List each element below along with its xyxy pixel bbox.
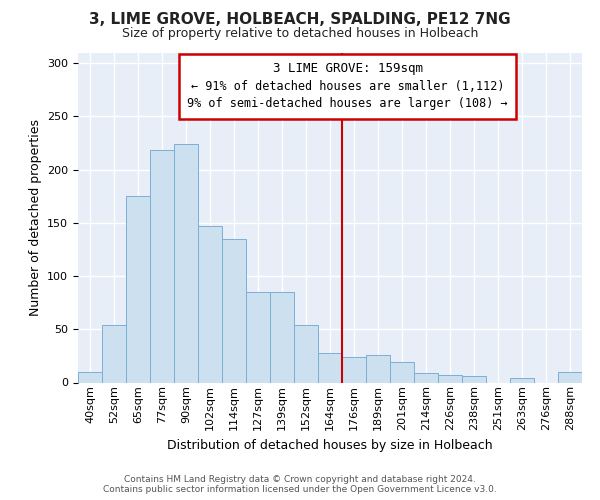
Text: ← 91% of detached houses are smaller (1,112): ← 91% of detached houses are smaller (1,… (191, 80, 505, 93)
Bar (270, 292, 294, 382)
Bar (558, 372, 582, 382)
Bar (294, 325, 318, 382)
Bar (174, 144, 198, 382)
Bar (510, 378, 534, 382)
Text: 3 LIME GROVE: 159sqm: 3 LIME GROVE: 159sqm (272, 62, 422, 76)
FancyBboxPatch shape (179, 54, 517, 118)
Bar (462, 376, 486, 382)
Y-axis label: Number of detached properties: Number of detached properties (29, 119, 41, 316)
Bar (318, 352, 342, 382)
Bar (150, 150, 174, 382)
Bar (414, 373, 438, 382)
Text: Size of property relative to detached houses in Holbeach: Size of property relative to detached ho… (122, 28, 478, 40)
X-axis label: Distribution of detached houses by size in Holbeach: Distribution of detached houses by size … (167, 438, 493, 452)
Bar (390, 362, 414, 382)
Bar (198, 226, 222, 382)
Text: Contains HM Land Registry data © Crown copyright and database right 2024.
Contai: Contains HM Land Registry data © Crown c… (103, 474, 497, 494)
Bar (102, 325, 126, 382)
Bar (222, 239, 246, 382)
Bar (342, 357, 366, 382)
Bar (246, 292, 270, 382)
Bar (78, 372, 102, 382)
Bar (438, 375, 462, 382)
Bar (366, 355, 390, 382)
Text: 9% of semi-detached houses are larger (108) →: 9% of semi-detached houses are larger (1… (187, 98, 508, 110)
Text: 3, LIME GROVE, HOLBEACH, SPALDING, PE12 7NG: 3, LIME GROVE, HOLBEACH, SPALDING, PE12 … (89, 12, 511, 28)
Bar (126, 196, 150, 382)
